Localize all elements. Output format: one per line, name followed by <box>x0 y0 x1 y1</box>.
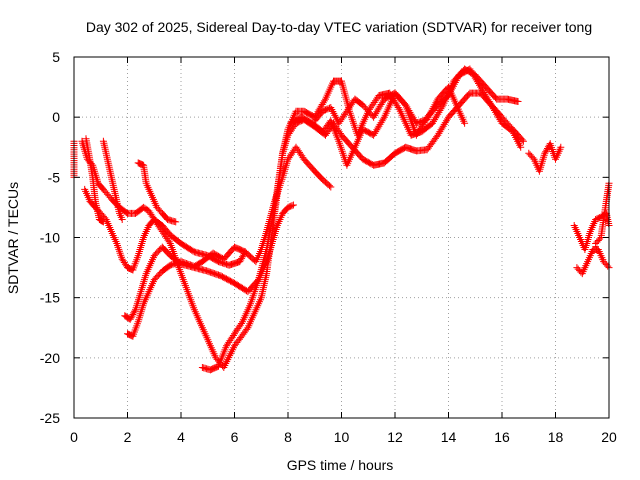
data-markers <box>525 140 565 175</box>
chart-title: Day 302 of 2025, Sidereal Day-to-day VTE… <box>86 19 592 35</box>
series-track-3 <box>124 143 335 340</box>
x-tick-label: 20 <box>601 429 617 445</box>
data-markers <box>592 179 613 247</box>
x-tick-label: 12 <box>387 429 403 445</box>
y-tick-label: -10 <box>40 230 60 246</box>
data-markers <box>134 159 180 226</box>
x-tick-label: 8 <box>284 429 292 445</box>
y-tick-label: 5 <box>52 49 60 65</box>
series-track-10 <box>82 135 107 226</box>
grid-lines <box>74 57 609 418</box>
series-track-5 <box>198 65 522 374</box>
y-tick-label: 0 <box>52 109 60 125</box>
axis-ticks <box>73 56 610 419</box>
y-tick-label: -25 <box>40 410 60 426</box>
data-points <box>70 65 613 374</box>
x-tick-label: 4 <box>177 429 185 445</box>
x-tick-label: 0 <box>70 429 78 445</box>
x-tick-label: 6 <box>231 429 239 445</box>
series-track-9 <box>134 159 180 226</box>
y-tick-label: -5 <box>48 169 61 185</box>
x-tick-label: 10 <box>334 429 350 445</box>
data-markers <box>82 135 107 226</box>
x-tick-label: 16 <box>494 429 510 445</box>
x-tick-label: 18 <box>548 429 564 445</box>
series-track-6 <box>287 65 525 169</box>
x-tick-label: 2 <box>124 429 132 445</box>
y-tick-label: -20 <box>40 350 60 366</box>
data-markers <box>573 246 613 278</box>
data-markers <box>124 143 335 340</box>
series-track-11 <box>525 140 565 175</box>
series-track-14 <box>592 179 613 247</box>
data-markers <box>198 65 522 374</box>
x-axis-label: GPS time / hours <box>287 457 394 473</box>
x-tick-label: 14 <box>441 429 457 445</box>
series-track-1 <box>81 185 249 274</box>
y-axis-label: SDTVAR / TECUs <box>5 182 21 294</box>
data-markers <box>311 83 469 127</box>
series-track-13 <box>573 246 613 278</box>
series-track-8 <box>99 137 126 223</box>
y-tick-label: -15 <box>40 290 60 306</box>
series-track-7 <box>311 83 469 127</box>
data-markers <box>99 137 126 223</box>
data-markers <box>287 65 525 169</box>
data-markers <box>81 185 249 274</box>
